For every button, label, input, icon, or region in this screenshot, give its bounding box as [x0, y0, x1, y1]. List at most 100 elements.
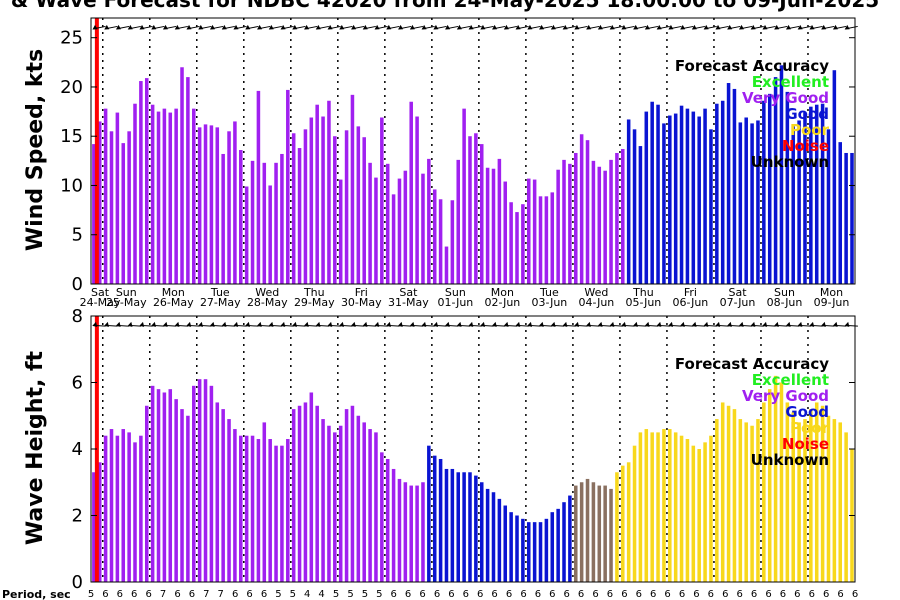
wave-bar: [280, 445, 284, 582]
wind-bar: [115, 112, 120, 284]
period-value-label: 6: [809, 589, 815, 600]
wave-bar: [450, 468, 455, 582]
wave-bar: [97, 462, 102, 582]
direction-arrow-icon: [409, 321, 424, 327]
wind-bar: [626, 119, 631, 284]
wind-bar: [644, 111, 649, 284]
day-labels: Sat24-MaySun25-MayMon26-MayTue27-MayWed2…: [80, 286, 850, 309]
direction-arrow-icon: [562, 321, 576, 327]
direction-arrow-icon: [209, 24, 224, 30]
direction-arrow-icon: [257, 24, 271, 30]
wind-bar: [227, 131, 231, 284]
direction-arrow-icon: [327, 321, 341, 327]
direction-arrow-icon: [644, 24, 659, 30]
wave-bar: [521, 518, 525, 582]
direction-arrow-icon: [127, 24, 141, 30]
direction-arrow-icon: [550, 321, 565, 327]
wave-bar: [697, 449, 701, 582]
wind-bar: [838, 142, 842, 284]
wind-bar: [162, 108, 167, 284]
wave-bar: [691, 445, 696, 582]
wave-bar: [491, 492, 496, 582]
wind-legend-entry: Noise: [782, 137, 829, 155]
date-label: 09-Jun: [814, 296, 850, 309]
direction-arrow-icon: [292, 24, 306, 30]
direction-arrow-icon: [221, 24, 235, 30]
wind-bar: [703, 108, 707, 284]
wave-bar: [344, 409, 349, 582]
wave-bar: [144, 405, 149, 582]
direction-arrow-icon: [597, 24, 612, 30]
direction-arrow-icon: [409, 24, 424, 30]
wave-bar: [597, 485, 602, 582]
direction-arrow-icon: [585, 321, 600, 327]
day-of-week-label: Sun: [116, 286, 137, 299]
direction-arrow-icon: [303, 321, 318, 327]
wave-height-panel: Wave Height, ft 0 2 4 6 8 Forecast AccuracyEx…: [23, 306, 858, 593]
direction-arrow-icon: [198, 24, 212, 30]
direction-arrow-icon: [844, 321, 858, 327]
direction-arrow-icon: [386, 321, 400, 327]
wind-legend-entry: Unknown: [751, 153, 829, 171]
direction-arrow-icon: [327, 24, 341, 30]
wave-bar: [650, 432, 654, 583]
wind-bar: [697, 116, 701, 285]
wave-bar: [685, 439, 690, 582]
wind-bar: [209, 125, 214, 284]
wind-bar: [532, 179, 537, 284]
wind-speed-panel: Wind Speed, kts 0 5 10 15 20 25 Forecast Accur…: [23, 17, 858, 295]
period-value-label: 6: [520, 589, 526, 600]
direction-arrow-icon: [633, 24, 647, 30]
wind-bar: [239, 150, 243, 284]
period-value-label: 6: [737, 589, 743, 600]
period-value-label: 7: [203, 589, 209, 600]
period-value-label: 5: [347, 589, 353, 600]
wind-bar: [180, 67, 184, 284]
wind-bar: [720, 100, 725, 284]
direction-arrow-icon: [104, 321, 118, 327]
wave-bar: [591, 482, 596, 582]
wave-bar: [726, 405, 731, 582]
direction-arrow-icon: [351, 24, 365, 30]
direction-arrow-icon: [832, 24, 847, 30]
wind-bar: [679, 105, 684, 285]
direction-arrow-icon: [374, 321, 388, 327]
wave-bar: [162, 392, 167, 582]
period-value-label: 6: [708, 589, 714, 600]
period-value-label: 6: [780, 589, 786, 600]
period-value-label: 6: [419, 589, 425, 600]
wave-bar: [338, 425, 343, 582]
direction-arrow-icon: [492, 24, 506, 30]
wind-bar: [297, 148, 302, 284]
wave-bar: [732, 409, 737, 582]
wind-bar: [579, 134, 584, 284]
wind-bar: [715, 103, 719, 285]
wave-bar: [309, 392, 314, 582]
direction-arrow-icon: [256, 321, 271, 327]
wind-bar: [779, 65, 784, 284]
wind-bar: [479, 144, 484, 284]
wave-bar: [239, 435, 243, 582]
direction-arrow-icon: [679, 321, 694, 327]
wave-legend-entry: Unknown: [751, 451, 829, 469]
period-value-label: 6: [621, 589, 627, 600]
wind-bar: [585, 140, 590, 284]
wave-bar: [227, 419, 231, 582]
period-value-label: 6: [174, 589, 180, 600]
wind-bar: [656, 104, 660, 284]
direction-arrow-icon: [668, 321, 682, 327]
period-value-label: 5: [376, 589, 382, 600]
wave-bar: [820, 405, 825, 582]
wave-bar: [256, 439, 261, 582]
direction-arrow-icon: [820, 321, 835, 327]
wind-bar: [415, 116, 419, 285]
wave-bar: [356, 415, 361, 582]
date-label: 05-Jun: [626, 296, 662, 309]
direction-arrow-icon: [586, 24, 600, 30]
period-value-label: 6: [491, 589, 497, 600]
wave-bar: [221, 409, 225, 582]
date-label: 25-May: [106, 296, 147, 309]
wind-bar: [233, 121, 237, 284]
wind-bar: [709, 129, 713, 284]
